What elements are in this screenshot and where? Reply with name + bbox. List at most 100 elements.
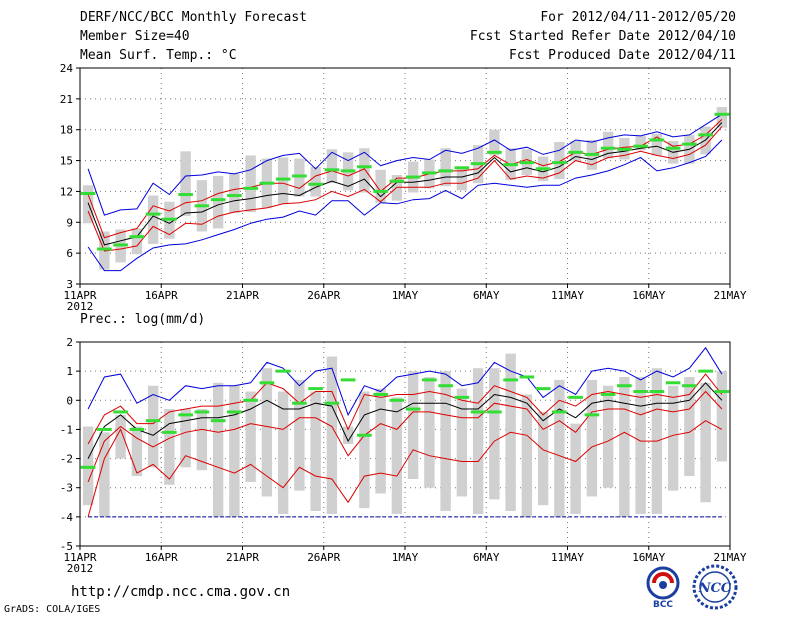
y-tick-label: 0	[66, 394, 73, 407]
bcc-logo-text: BCC	[653, 600, 673, 610]
envelope-lower-line	[87, 139, 723, 272]
ensemble-box	[407, 371, 419, 479]
ensemble-box	[602, 131, 614, 159]
ensemble-box	[716, 371, 728, 462]
x-tick-label: 16APR	[145, 289, 178, 302]
observation-marker	[405, 175, 421, 179]
ensemble-box	[131, 426, 143, 477]
observation-marker	[129, 427, 145, 431]
observation-marker	[552, 410, 567, 414]
fcst-produced-date: Fcst Produced Date 2012/04/11	[509, 48, 736, 63]
observation-marker	[519, 375, 535, 379]
ensemble-box	[489, 129, 500, 156]
ensemble-box	[440, 148, 451, 187]
ensemble-box	[619, 376, 630, 517]
x-tick-label: 1MAY	[392, 551, 419, 564]
observation-marker	[665, 381, 681, 385]
observation-marker	[227, 194, 242, 198]
ensemble-mean-line	[87, 122, 723, 246]
observation-marker	[113, 243, 128, 247]
ensemble-box	[456, 168, 468, 191]
observation-marker	[552, 161, 567, 165]
ensemble-box	[82, 185, 94, 224]
ensemble-box	[537, 411, 549, 506]
observation-marker	[422, 171, 437, 175]
ensemble-box	[277, 157, 289, 204]
observation-marker	[584, 152, 600, 156]
ensemble-box	[326, 356, 338, 514]
envelope-upper-line	[87, 113, 723, 216]
ensemble-box	[570, 423, 581, 514]
ensemble-box	[294, 379, 305, 491]
ensemble-box	[310, 166, 321, 197]
ensemble-box	[180, 409, 191, 468]
observation-marker	[438, 384, 453, 388]
ensemble-box	[326, 149, 338, 184]
ensemble-box	[700, 382, 711, 503]
ensemble-box	[115, 414, 126, 459]
observation-marker	[162, 430, 177, 434]
observation-marker	[584, 413, 600, 417]
observation-marker	[178, 413, 193, 417]
observation-marker	[259, 381, 275, 385]
ensemble-box	[99, 432, 110, 517]
ensemble-box	[229, 385, 240, 517]
observation-marker	[470, 162, 486, 166]
observation-marker	[698, 133, 713, 137]
y-tick-label: -1	[60, 423, 73, 436]
grads-credit: GrADS: COLA/IGES	[4, 604, 101, 615]
observation-marker	[698, 369, 713, 373]
ncc-logo: NCC	[692, 564, 738, 610]
spread-lower-line	[87, 126, 723, 252]
y-tick-label: -3	[60, 482, 73, 495]
observation-marker	[145, 212, 161, 216]
fcst-started-date: Fcst Started Refer Date 2012/04/10	[469, 29, 736, 44]
x-tick-label: 21APR	[226, 289, 259, 302]
observation-marker	[129, 235, 145, 239]
ensemble-box	[375, 388, 386, 494]
y-tick-label: 9	[66, 216, 73, 229]
y-tick-label: 2	[66, 336, 73, 349]
ensemble-box	[391, 397, 403, 514]
y-tick-label: 12	[60, 185, 73, 198]
ensemble-box	[521, 394, 533, 517]
observation-marker	[714, 112, 730, 116]
observation-marker	[454, 395, 470, 399]
ensemble-box	[212, 176, 224, 229]
x-tick-label: 11APR	[63, 551, 96, 564]
x-tick-year-label: 2012	[67, 562, 94, 575]
ensemble-box	[635, 135, 646, 151]
ensemble-box	[375, 169, 386, 203]
observation-marker	[80, 465, 96, 469]
observation-marker	[324, 168, 340, 172]
y-tick-label: 15	[60, 155, 73, 168]
observation-marker	[487, 410, 502, 414]
ensemble-box	[440, 371, 451, 512]
observation-marker	[519, 161, 535, 165]
ensemble-box	[554, 142, 565, 180]
observation-marker	[373, 392, 388, 396]
observation-marker	[340, 378, 356, 382]
spread-upper-line	[87, 119, 723, 239]
observation-marker	[682, 384, 697, 388]
y-tick-label: 1	[66, 365, 73, 378]
observation-marker	[487, 150, 502, 154]
ensemble-box	[424, 376, 435, 488]
ensemble-box	[147, 195, 159, 244]
observation-marker	[194, 410, 210, 414]
observation-marker	[503, 378, 518, 382]
x-tick-label: 21MAY	[713, 289, 746, 302]
x-tick-label: 16APR	[145, 551, 178, 564]
observation-marker	[438, 169, 453, 173]
ensemble-box	[164, 409, 175, 485]
ncc-logo-text: NCC	[698, 581, 732, 596]
observation-marker	[422, 378, 437, 382]
observation-marker	[259, 181, 275, 185]
ensemble-box	[212, 382, 224, 517]
observation-marker	[535, 167, 551, 171]
precip-variable-label: Prec.: log(mm/d)	[80, 312, 206, 327]
observation-marker	[324, 401, 340, 405]
observation-marker	[292, 174, 307, 178]
